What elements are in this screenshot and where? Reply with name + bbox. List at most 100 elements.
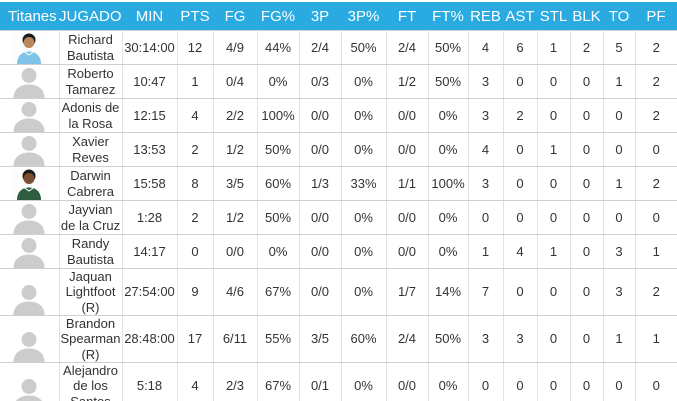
col-header-jugador: JUGADOR (59, 2, 122, 31)
stat-reb: 7 (467, 268, 504, 316)
stat-3p: 1/3 (298, 166, 342, 201)
stat-3p-pct: 50% (340, 30, 387, 65)
stat-3p-pct: 60% (340, 314, 387, 363)
stat-to: 1 (602, 314, 636, 363)
stat-3p-pct: 0% (340, 234, 387, 269)
stat-fg: 6/11 (212, 314, 258, 363)
stat-ast: 6 (502, 30, 538, 65)
player-silhouette-icon (16, 378, 43, 401)
stat-pts: 12 (176, 30, 214, 65)
player-row: Jayvian de la Cruz 1:28 2 1/2 50% 0/0 0% 0/0 0% 0… (0, 200, 677, 235)
stat-3p: 0/3 (298, 64, 342, 99)
stat-ft: 0/0 (385, 132, 429, 167)
stat-ft: 2/4 (385, 314, 429, 363)
col-header-ft: FT (386, 2, 428, 31)
stat-ft: 2/4 (385, 30, 429, 65)
player-name: Roberto Tamarez (58, 64, 123, 99)
stat-blk: 0 (569, 234, 604, 269)
stat-pts: 2 (176, 132, 214, 167)
stat-ft: 1/1 (385, 166, 429, 201)
player-silhouette-icon (13, 331, 45, 362)
player-silhouette-icon (13, 68, 45, 98)
stat-ast: 3 (502, 314, 538, 363)
stat-stl: 1 (536, 30, 571, 65)
stat-to: 5 (602, 30, 636, 65)
stat-fg: 2/3 (212, 361, 258, 401)
col-header-blk: BLK (570, 2, 603, 31)
stat-pf: 2 (634, 268, 677, 316)
player-avatar-cell (0, 64, 60, 99)
col-header-fg: FG (213, 2, 257, 31)
stat-reb: 3 (467, 166, 504, 201)
stat-ft-pct: 0% (427, 98, 469, 133)
col-header-pf: PF (635, 2, 677, 31)
stat-pf: 0 (634, 200, 677, 235)
stat-pts: 8 (176, 166, 214, 201)
stat-fg-pct: 100% (256, 98, 300, 133)
stat-ft-pct: 0% (427, 361, 469, 401)
stat-fg-pct: 50% (256, 132, 300, 167)
stat-3p: 0/1 (298, 361, 342, 401)
stat-ft-pct: 50% (427, 64, 469, 99)
player-avatar-cell (0, 200, 60, 235)
player-avatar-cell (0, 268, 60, 316)
player-row: Alejandro de los Santos5:1842/367%0/10%0… (0, 361, 677, 401)
stat-ft-pct: 50% (427, 30, 469, 65)
stat-pf: 1 (634, 234, 677, 269)
stat-stl: 0 (536, 268, 571, 316)
player-row: Brandon Spearman (R) 28:48:00 17 6/11 55% 3/5… (0, 314, 677, 363)
stat-3p-pct: 0% (340, 268, 387, 316)
player-name: Adonis de la Rosa (58, 98, 123, 133)
stat-to: 1 (602, 166, 636, 201)
stat-min: 12:15 (121, 98, 178, 133)
col-header-fg-pct: FG% (257, 2, 299, 31)
stat-3p: 0/0 (298, 234, 342, 269)
col-header-pts: PTS (177, 2, 213, 31)
stat-min: 28:48:00 (121, 314, 178, 363)
stat-to: 3 (602, 268, 636, 316)
player-name: Brandon Spearman (R) (58, 314, 123, 363)
col-header-3p: 3P (299, 2, 341, 31)
stat-pf: 2 (634, 166, 677, 201)
stat-stl: 0 (536, 64, 571, 99)
stat-reb: 1 (467, 234, 504, 269)
stat-min: 1:28 (121, 200, 178, 235)
stat-ast: 0 (502, 361, 538, 401)
stat-pf: 2 (634, 98, 677, 133)
stat-reb: 0 (467, 361, 504, 401)
stat-fg-pct: 60% (256, 166, 300, 201)
stat-reb: 4 (467, 30, 504, 65)
stat-reb: 0 (467, 200, 504, 235)
player-avatar-cell (0, 98, 60, 133)
player-row: Xavier Reves 13:53 2 1/2 50% 0/0 0% 0/0 0% 4 0 1 0 0 0 (0, 132, 677, 167)
stat-stl: 1 (536, 234, 571, 269)
player-name: Richard Bautista (58, 30, 123, 65)
stat-blk: 0 (569, 268, 604, 316)
col-header-stl: STL (537, 2, 570, 31)
player-silhouette-icon (13, 284, 45, 315)
team-name-label: Titanes (0, 2, 59, 31)
player-silhouette-icon (13, 136, 45, 166)
stat-blk: 0 (569, 64, 604, 99)
stat-stl: 0 (536, 361, 571, 401)
stat-fg: 1/2 (212, 200, 258, 235)
stat-3p: 3/5 (298, 314, 342, 363)
player-avatar-cell (0, 166, 60, 201)
stat-ft-pct: 0% (427, 132, 469, 167)
stat-ast: 0 (502, 268, 538, 316)
player-name: Xavier Reves (58, 132, 123, 167)
player-avatar-cell (0, 234, 60, 269)
stat-ft: 1/2 (385, 64, 429, 99)
stat-3p: 0/0 (298, 98, 342, 133)
player-silhouette-icon (13, 238, 45, 268)
stat-blk: 0 (569, 361, 604, 401)
stat-ast: 0 (502, 64, 538, 99)
stat-ast: 0 (502, 132, 538, 167)
stat-stl: 0 (536, 98, 571, 133)
stat-blk: 0 (569, 314, 604, 363)
stat-ft: 0/0 (385, 234, 429, 269)
stat-fg-pct: 55% (256, 314, 300, 363)
player-name: Alejandro de los Santos (58, 361, 123, 401)
stat-to: 0 (602, 200, 636, 235)
stat-fg: 1/2 (212, 132, 258, 167)
